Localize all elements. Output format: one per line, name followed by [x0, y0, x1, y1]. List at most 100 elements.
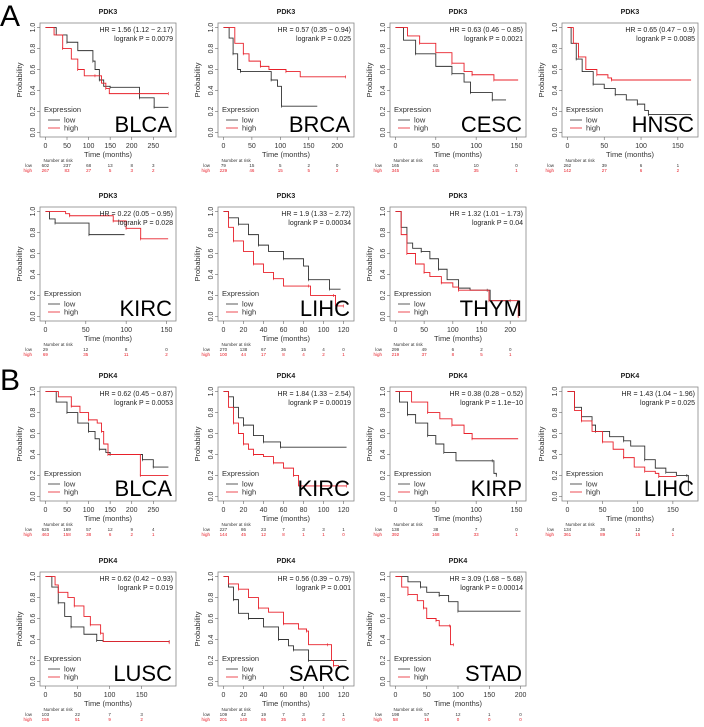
km-panel-b-kirc: PDK4 0.0 0.2 0.4 0.6 0.8 1.0 Probability 0 227144…: [193, 373, 355, 537]
logrank-p: logrank P = 0.0079: [114, 36, 173, 43]
risk-low-count: 1: [342, 527, 345, 532]
x-axis-label: Time (months): [434, 150, 483, 159]
risk-low-count: 36: [281, 347, 287, 352]
risk-high-count: 58: [393, 717, 399, 722]
risk-high-count: 16: [424, 717, 430, 722]
y-tick-label: 0.4: [208, 450, 215, 460]
risk-low-count: 7: [108, 712, 111, 717]
risk-low-count: 5: [279, 163, 282, 168]
y-tick-label: 1.0: [208, 572, 215, 582]
y-tick-label: 1.0: [208, 23, 215, 33]
risk-low-count: 227: [220, 527, 228, 532]
risk-high-count: 0: [342, 532, 345, 537]
risk-low-count: 36: [600, 527, 606, 532]
x-tick-label: 100: [632, 507, 644, 514]
y-axis-label: Probability: [365, 62, 374, 97]
km-curve-high: [395, 211, 519, 317]
legend-high-label: high: [242, 308, 256, 317]
panel-title: PDK3: [277, 193, 296, 200]
hazard-ratio: HR = 1.32 (1.01 − 1.73): [449, 211, 523, 218]
risk-high-label: high: [201, 717, 210, 722]
x-axis-label: Time (months): [434, 514, 483, 523]
panel-title: PDK3: [621, 9, 640, 16]
y-tick-label: 0.4: [30, 635, 37, 645]
km-curve-low: [395, 391, 497, 476]
legend-high-label: high: [64, 488, 78, 497]
y-tick-label: 0.8: [30, 44, 37, 54]
risk-high-count: 35: [474, 168, 480, 173]
risk-high-count: 1: [342, 352, 345, 357]
risk-high-count: 6: [109, 532, 112, 537]
x-tick-label: 120: [338, 327, 350, 334]
logrank-p: logrank P = 0.0085: [636, 36, 695, 43]
x-tick-label: 100: [120, 327, 132, 334]
x-tick-label: 150: [303, 143, 315, 150]
x-tick-label: 150: [136, 692, 148, 699]
y-tick-label: 0.8: [208, 228, 215, 238]
y-tick-label: 0.2: [30, 106, 37, 116]
risk-low-count: 626: [42, 527, 50, 532]
y-tick-label: 0.4: [30, 86, 37, 96]
x-tick-label: 200: [515, 692, 527, 699]
risk-table-title: Number at risk: [221, 707, 251, 712]
plot-box: [217, 386, 355, 502]
x-tick-label: 0: [565, 507, 569, 514]
y-axis-label: Probability: [193, 611, 202, 646]
hazard-ratio: HR = 0.56 (0.39 − 0.79): [277, 576, 351, 583]
plot-box: [39, 206, 177, 322]
y-tick-label: 0.6: [380, 614, 387, 624]
y-tick-label: 0.6: [208, 429, 215, 439]
y-tick-label: 0.6: [552, 429, 559, 439]
y-axis-label: Probability: [365, 246, 374, 281]
risk-low-count: 138: [240, 347, 248, 352]
y-tick-label: 1.0: [380, 207, 387, 217]
risk-low-count: 10: [474, 163, 480, 168]
risk-low-label: low: [25, 527, 33, 532]
panel-title: PDK3: [449, 193, 468, 200]
risk-low-count: 7: [475, 527, 478, 532]
x-tick-label: 50: [423, 692, 431, 699]
legend-high-label: high: [242, 673, 256, 682]
risk-high-count: 5: [109, 168, 112, 173]
risk-high-count: 33: [474, 532, 480, 537]
legend-title: Expression: [44, 654, 81, 663]
y-tick-label: 0.2: [30, 470, 37, 480]
risk-high-count: 8: [282, 352, 285, 357]
risk-high-count: 0: [342, 717, 345, 722]
x-tick-label: 0: [393, 692, 397, 699]
y-tick-label: 0.2: [552, 470, 559, 480]
x-tick-label: 200: [504, 327, 516, 334]
plot-box: [217, 571, 355, 687]
x-tick-label: 150: [483, 692, 495, 699]
risk-high-count: 1: [302, 532, 305, 537]
y-tick-label: 0.8: [380, 228, 387, 238]
legend-title: Expression: [394, 289, 431, 298]
y-tick-label: 1.0: [30, 387, 37, 397]
risk-low-count: 6: [452, 347, 455, 352]
y-tick-label: 0.4: [380, 450, 387, 460]
risk-low-count: 4: [322, 347, 325, 352]
y-tick-label: 0.0: [380, 311, 387, 321]
y-tick-label: 0.0: [208, 127, 215, 137]
y-tick-label: 1.0: [380, 23, 387, 33]
risk-high-count: 4: [302, 352, 305, 357]
y-tick-label: 0.6: [380, 429, 387, 439]
risk-low-count: 0: [342, 347, 345, 352]
risk-high-count: 27: [602, 168, 608, 173]
risk-high-count: 140: [240, 717, 248, 722]
hazard-ratio: HR = 0.65 (0.47 − 0.9): [625, 27, 695, 34]
x-tick-label: 150: [161, 327, 173, 334]
logrank-p: logrank P = 0.00014: [460, 585, 523, 592]
risk-low-count: 134: [564, 527, 572, 532]
y-tick-label: 0.6: [208, 65, 215, 75]
legend-title: Expression: [222, 654, 259, 663]
cancer-type-label: BLCA: [115, 112, 173, 137]
risk-low-count: 15: [249, 163, 255, 168]
y-tick-label: 0.2: [380, 470, 387, 480]
risk-high-count: 0: [457, 717, 460, 722]
km-curve-low: [45, 391, 169, 468]
x-tick-label: 40: [260, 327, 268, 334]
y-tick-label: 0.4: [552, 450, 559, 460]
risk-high-count: 8: [282, 532, 285, 537]
